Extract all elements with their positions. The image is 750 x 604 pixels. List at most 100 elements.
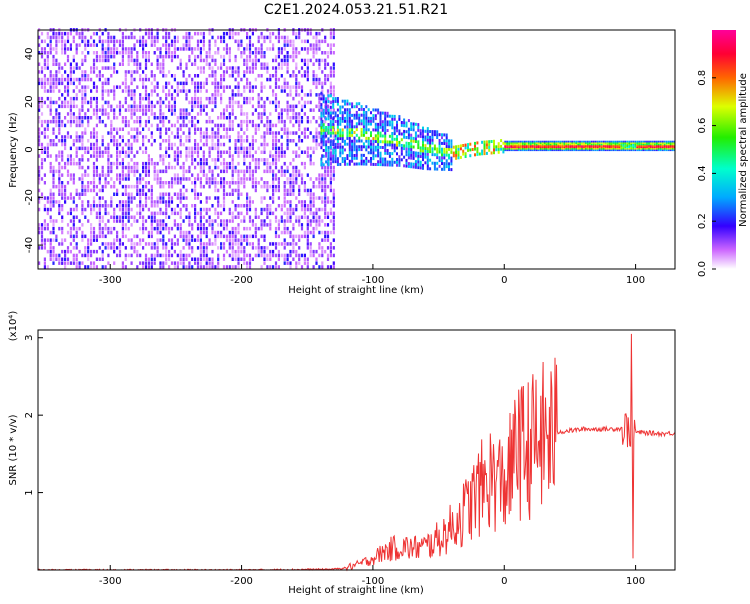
spectrogram-cell (144, 123, 148, 128)
spectrogram-cell (332, 253, 335, 258)
spectrogram-cell (585, 140, 587, 143)
spectrogram-cell (75, 226, 78, 231)
spectrogram-cell (237, 249, 240, 254)
spectrogram-cell (205, 265, 208, 269)
spectrogram-cell (58, 154, 61, 158)
spectrogram-cell (277, 66, 280, 70)
spectrogram-cell (182, 119, 185, 124)
spectrogram-cell (199, 100, 202, 105)
spectrogram-cell (590, 149, 593, 152)
spectrogram-cell (318, 207, 321, 212)
spectrogram-cell (374, 148, 377, 152)
spectrogram-cell (191, 123, 194, 128)
spectrogram-cell (142, 104, 145, 109)
spectrogram-cell (251, 242, 254, 246)
spectrogram-cell (214, 242, 217, 246)
spectrogram-cell (222, 54, 226, 59)
spectrogram-cell (199, 246, 202, 250)
spectrogram-cell (185, 230, 188, 235)
spectrogram-cell (306, 100, 309, 105)
spectrogram-cell (133, 154, 136, 158)
spectrogram-cell (46, 135, 49, 139)
spectrogram-cell (419, 132, 422, 135)
spectrogram-cell (185, 207, 188, 212)
spectrogram-cell (612, 143, 615, 146)
spectrogram-cell (214, 93, 217, 97)
spectrogram-cell (260, 112, 263, 116)
spectrogram-cell (69, 158, 72, 162)
spectrogram-cell (410, 162, 413, 166)
spectrogram-cell (110, 35, 113, 40)
spectrogram-cell (127, 146, 130, 151)
spectrogram-cell (286, 261, 289, 265)
spectrogram-cell (185, 108, 188, 112)
spectrogram-cell (274, 226, 278, 231)
spectrogram-cell (360, 139, 363, 143)
spectrogram-cell (436, 130, 439, 134)
spectrogram-cell (107, 181, 110, 185)
spectrogram-cell (188, 177, 191, 181)
spectrogram-cell (159, 211, 162, 216)
spectrogram-cell (214, 207, 217, 212)
spectrogram-cell (527, 145, 530, 147)
spectrogram-cell (231, 192, 234, 196)
spectrogram-cell (49, 35, 52, 40)
spectrogram-cell (422, 158, 424, 162)
spectrogram-cell (318, 108, 321, 112)
spectrogram-cell (208, 62, 211, 66)
spectrogram-cell (295, 66, 298, 70)
spectrogram-cell (107, 31, 110, 36)
spectrogram-cell (445, 139, 448, 143)
spectrogram-cell (436, 147, 439, 151)
spectrogram-cell (324, 249, 327, 254)
spectrogram-cell (113, 62, 116, 66)
spectrogram-cell (618, 143, 621, 146)
spectrogram-cell (196, 66, 200, 70)
spectrogram-cell (312, 253, 315, 258)
spectrogram-cell (61, 188, 64, 193)
spectrogram-cell (377, 163, 380, 166)
spectrogram-cell (326, 169, 330, 174)
spectrogram-cell (110, 154, 113, 158)
spectrogram-cell (545, 142, 548, 144)
spectrogram-cell (443, 142, 446, 145)
spectrogram-cell (292, 139, 295, 143)
spectrogram-cell (608, 149, 611, 152)
spectrogram-cell (196, 246, 200, 250)
spectrogram-cell (165, 253, 168, 258)
spectrogram-cell (618, 146, 621, 149)
spectrogram-cell (351, 154, 354, 157)
spectrogram-cell (325, 100, 328, 104)
spectrogram-cell (90, 100, 93, 105)
spectrogram-cell (636, 145, 639, 147)
spectrogram-cell (431, 147, 434, 151)
spectrogram-cell (147, 230, 150, 235)
spectrogram-cell (147, 158, 150, 162)
spectrogram-cell (321, 253, 324, 258)
spectrogram-cell (648, 143, 650, 146)
spectrogram-cell (208, 31, 211, 36)
spectrogram-cell (196, 154, 200, 158)
spectrogram-cell (40, 242, 44, 246)
spectrogram-cell (277, 257, 280, 261)
spectrogram-cell (228, 54, 231, 59)
spectrogram-cell (69, 219, 72, 223)
spectrogram-cell (309, 207, 312, 212)
spectrogram-cell (202, 66, 205, 70)
spectrogram-cell (179, 66, 182, 70)
spectrogram-cell (214, 161, 217, 166)
spectrogram-cell (72, 177, 75, 181)
spectrogram-cell (121, 234, 124, 239)
spectrogram-cell (329, 177, 332, 181)
spectrogram-cell (594, 145, 597, 147)
spectrogram-cell (228, 246, 231, 250)
spectrogram-cell (289, 215, 292, 219)
spectrogram-cell (384, 160, 387, 164)
spectrogram-cell (116, 188, 119, 193)
spectrogram-cell (165, 43, 168, 47)
spectrogram-cell (208, 207, 211, 212)
spectrogram-cell (72, 257, 75, 261)
spectrogram-cell (55, 31, 58, 36)
spectrogram-cell (561, 145, 564, 147)
spectrogram-cell (217, 135, 220, 139)
